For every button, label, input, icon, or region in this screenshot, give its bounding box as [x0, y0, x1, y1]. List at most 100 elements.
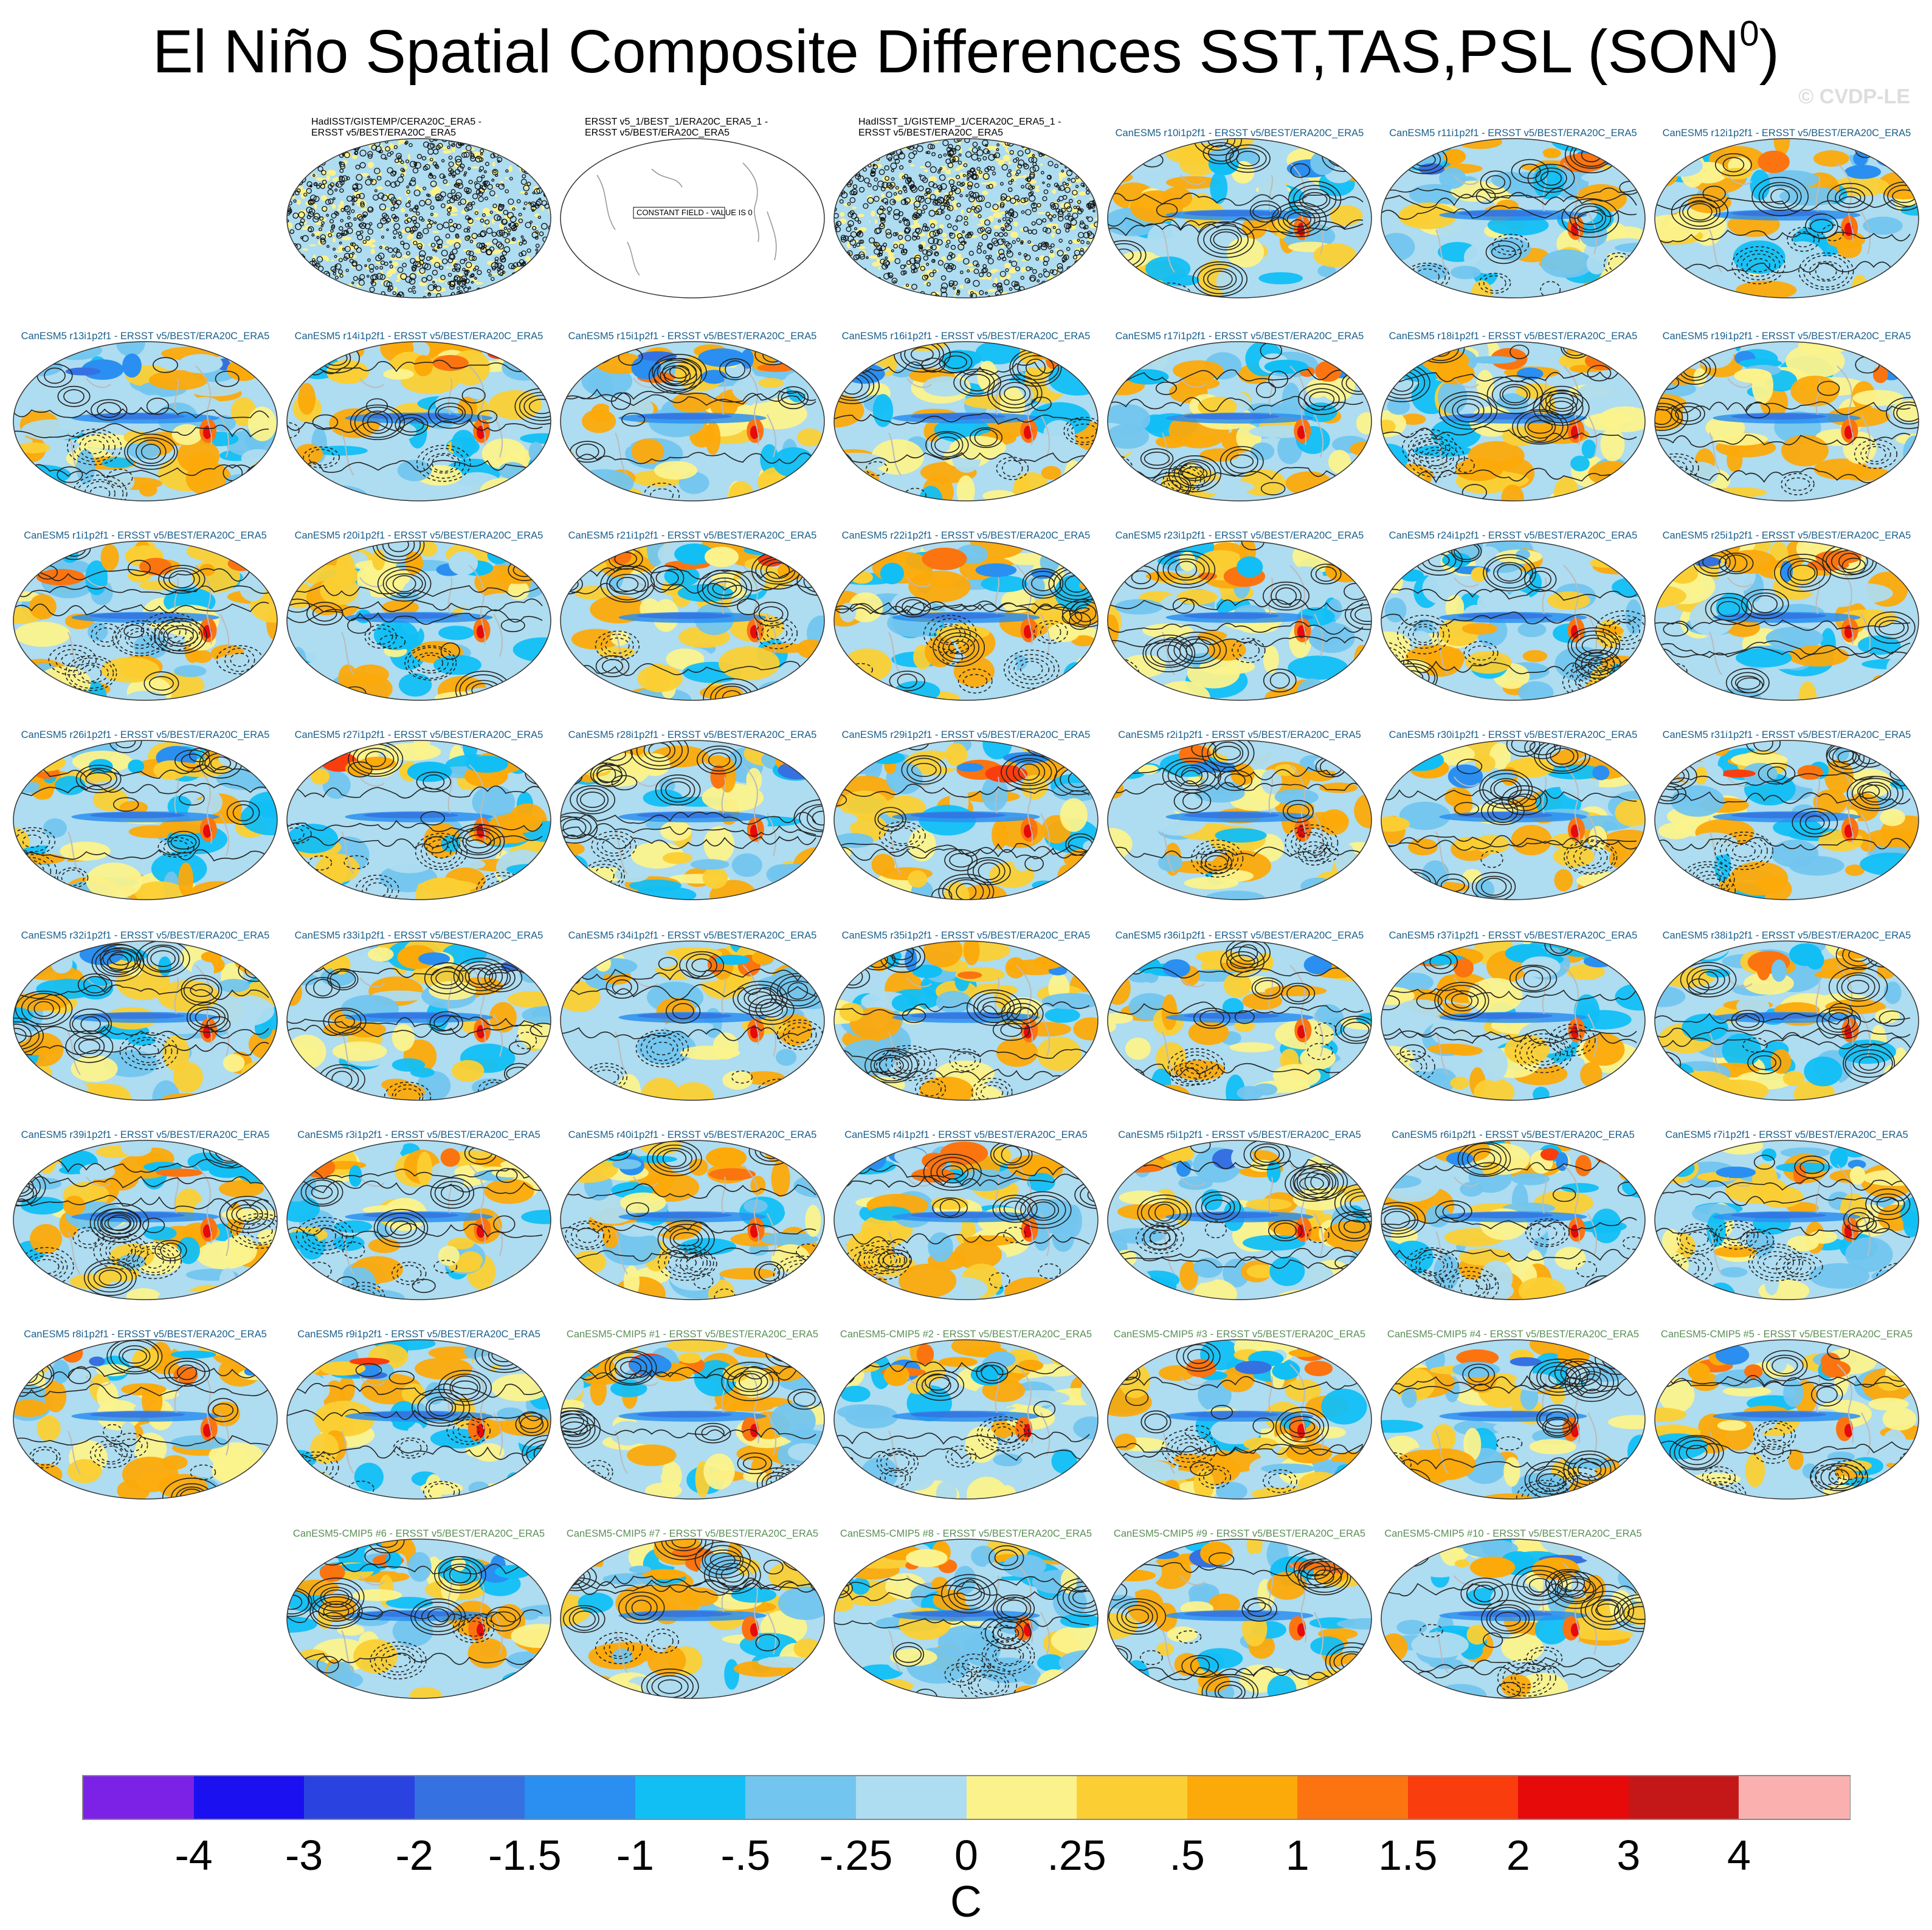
colorbar-units: C — [950, 1878, 982, 1926]
map-panel: CanESM5 r27i1p2f1 - ERSST v5/BEST/ERA20C… — [282, 714, 556, 903]
map-panel: HadISST/GISTEMP/CERA20C_ERA5 - ERSST v5/… — [282, 112, 556, 302]
temperature-field — [561, 342, 824, 501]
temperature-field — [1381, 342, 1645, 501]
panel-title: CanESM5 r40i1p2f1 - ERSST v5/BEST/ERA20C… — [568, 1129, 817, 1140]
world-map — [1381, 138, 1646, 298]
map-panel: CanESM5 r12i1p2f1 - ERSST v5/BEST/ERA20C… — [1650, 112, 1923, 302]
map-panel: CanESM5 r40i1p2f1 - ERSST v5/BEST/ERA20C… — [556, 1114, 829, 1303]
world-map — [1107, 1140, 1372, 1300]
map-panel: CanESM5-CMIP5 #2 - ERSST v5/BEST/ERA20C_… — [829, 1313, 1103, 1503]
map-outline — [1107, 540, 1372, 701]
world-map — [1381, 740, 1646, 900]
world-map — [1107, 138, 1372, 298]
world-map — [1654, 1339, 1919, 1500]
colorbar-tick-label: 4 — [1727, 1832, 1751, 1879]
figure-title-close: ) — [1759, 18, 1779, 86]
world-map — [1654, 341, 1919, 501]
colorbar-swatch — [1739, 1776, 1850, 1819]
map-outline — [833, 1140, 1099, 1300]
colorbar-swatch — [745, 1776, 857, 1819]
colorbar-tick-label: -3 — [285, 1832, 323, 1879]
temperature-field — [561, 941, 824, 1100]
panel-title: CanESM5 r34i1p2f1 - ERSST v5/BEST/ERA20C… — [568, 930, 817, 941]
panel-title: CanESM5 r31i1p2f1 - ERSST v5/BEST/ERA20C… — [1662, 729, 1911, 740]
panel-title: CanESM5 r29i1p2f1 - ERSST v5/BEST/ERA20C… — [841, 729, 1091, 740]
temperature-field — [1108, 941, 1371, 1100]
map-outline — [286, 740, 551, 900]
map-panel: CanESM5 r38i1p2f1 - ERSST v5/BEST/ERA20C… — [1650, 914, 1923, 1104]
temperature-field — [13, 342, 277, 501]
map-outline — [13, 341, 278, 501]
world-map — [1107, 1339, 1372, 1500]
world-map — [286, 940, 551, 1101]
map-panel: CanESM5 r23i1p2f1 - ERSST v5/BEST/ERA20C… — [1103, 514, 1376, 704]
world-map — [560, 1339, 825, 1500]
map-outline — [1381, 1339, 1646, 1500]
temperature-field — [561, 1140, 824, 1300]
temperature-field — [1108, 1539, 1371, 1698]
temperature-field — [287, 541, 551, 700]
map-panel: CanESM5 r4i1p2f1 - ERSST v5/BEST/ERA20C_… — [829, 1114, 1103, 1303]
temperature-field — [13, 1140, 277, 1300]
temperature-field — [1381, 1140, 1645, 1300]
panel-title: CanESM5 r14i1p2f1 - ERSST v5/BEST/ERA20C… — [294, 331, 543, 342]
panel-title: CanESM5 r39i1p2f1 - ERSST v5/BEST/ERA20C… — [21, 1129, 270, 1140]
temperature-field — [287, 1140, 551, 1300]
panel-title: CanESM5 r19i1p2f1 - ERSST v5/BEST/ERA20C… — [1662, 331, 1911, 342]
map-outline — [286, 1140, 551, 1300]
panel-title: CanESM5 r28i1p2f1 - ERSST v5/BEST/ERA20C… — [568, 729, 817, 740]
map-panel: CanESM5 r9i1p2f1 - ERSST v5/BEST/ERA20C_… — [282, 1313, 556, 1503]
map-panel: CanESM5 r26i1p2f1 - ERSST v5/BEST/ERA20C… — [9, 714, 282, 903]
map-panel: CanESM5-CMIP5 #9 - ERSST v5/BEST/ERA20C_… — [1103, 1512, 1376, 1702]
colorbar-tick-label: -1 — [616, 1832, 654, 1879]
figure-title: El Niño Spatial Composite Differences SS… — [0, 14, 1932, 87]
colorbar-tick-label: -.25 — [819, 1832, 893, 1879]
temperature-field — [287, 1340, 551, 1499]
map-outline — [1107, 138, 1372, 298]
map-outline — [833, 540, 1099, 701]
world-map — [1381, 1539, 1646, 1699]
temperature-field — [561, 1539, 824, 1698]
map-panel: CanESM5 r36i1p2f1 - ERSST v5/BEST/ERA20C… — [1103, 914, 1376, 1104]
panel-title: CanESM5 r3i1p2f1 - ERSST v5/BEST/ERA20C_… — [297, 1129, 540, 1140]
panel-title: CanESM5 r20i1p2f1 - ERSST v5/BEST/ERA20C… — [294, 530, 543, 541]
world-map — [1654, 138, 1919, 298]
world-map — [13, 940, 278, 1101]
panel-title: CanESM5 r11i1p2f1 - ERSST v5/BEST/ERA20C… — [1389, 128, 1637, 139]
map-outline — [560, 1339, 825, 1500]
world-map — [833, 940, 1099, 1101]
map-outline — [1381, 1539, 1646, 1699]
panel-title: CanESM5-CMIP5 #1 - ERSST v5/BEST/ERA20C_… — [566, 1329, 819, 1340]
panel-title: CanESM5 r25i1p2f1 - ERSST v5/BEST/ERA20C… — [1662, 530, 1911, 541]
map-outline — [1654, 341, 1919, 501]
map-outline — [286, 540, 551, 701]
temperature-field — [1655, 541, 1919, 700]
temperature-field — [1655, 1340, 1919, 1499]
world-map — [1654, 1140, 1919, 1300]
panel-title: CanESM5 r35i1p2f1 - ERSST v5/BEST/ERA20C… — [841, 930, 1091, 941]
panel-title: CanESM5 r32i1p2f1 - ERSST v5/BEST/ERA20C… — [21, 930, 270, 941]
map-panel: CanESM5-CMIP5 #7 - ERSST v5/BEST/ERA20C_… — [556, 1512, 829, 1702]
world-map — [1381, 1140, 1646, 1300]
panel-title: CanESM5 r36i1p2f1 - ERSST v5/BEST/ERA20C… — [1115, 930, 1364, 941]
colorbar-tick-label: -.5 — [720, 1832, 771, 1879]
colorbar-tick-label: .25 — [1047, 1832, 1106, 1879]
map-panel: CanESM5 r13i1p2f1 - ERSST v5/BEST/ERA20C… — [9, 315, 282, 505]
panel-title: CanESM5 r38i1p2f1 - ERSST v5/BEST/ERA20C… — [1662, 930, 1911, 941]
map-panel: CanESM5 r21i1p2f1 - ERSST v5/BEST/ERA20C… — [556, 514, 829, 704]
panel-title: CanESM5-CMIP5 #4 - ERSST v5/BEST/ERA20C_… — [1387, 1329, 1640, 1340]
map-outline — [833, 940, 1099, 1101]
constant-field-box — [633, 207, 725, 219]
map-panel: CanESM5 r7i1p2f1 - ERSST v5/BEST/ERA20C_… — [1650, 1114, 1923, 1303]
map-panel: CanESM5 r5i1p2f1 - ERSST v5/BEST/ERA20C_… — [1103, 1114, 1376, 1303]
map-outline — [1654, 740, 1919, 900]
colorbar-swatch — [1518, 1776, 1629, 1819]
panel-title: HadISST/GISTEMP/CERA20C_ERA5 - ERSST v5/… — [311, 117, 482, 138]
map-outline — [1107, 341, 1372, 501]
map-outline — [286, 940, 551, 1101]
map-panel: CanESM5-CMIP5 #8 - ERSST v5/BEST/ERA20C_… — [829, 1512, 1103, 1702]
map-panel: CanESM5-CMIP5 #4 - ERSST v5/BEST/ERA20C_… — [1376, 1313, 1650, 1503]
temperature-field — [1108, 541, 1371, 700]
panel-title: CanESM5 r5i1p2f1 - ERSST v5/BEST/ERA20C_… — [1118, 1129, 1361, 1140]
map-panel: CanESM5 r25i1p2f1 - ERSST v5/BEST/ERA20C… — [1650, 514, 1923, 704]
